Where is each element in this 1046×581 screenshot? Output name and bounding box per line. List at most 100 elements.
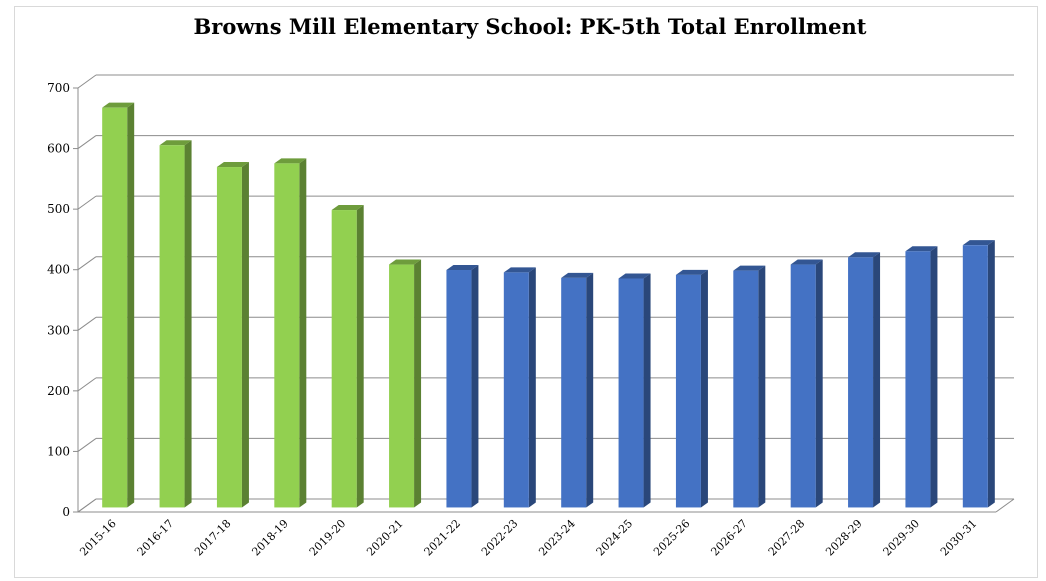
bar-top <box>561 272 594 278</box>
bar-side <box>815 259 823 508</box>
bar <box>389 259 422 508</box>
bar-top <box>733 265 766 271</box>
bar-side <box>127 102 135 508</box>
bar-front <box>618 278 644 508</box>
bar-front <box>561 277 587 508</box>
bar-side <box>356 205 364 508</box>
bar <box>905 246 938 508</box>
bar-top <box>905 246 938 252</box>
bar-side <box>643 273 651 508</box>
bar-front <box>733 270 759 508</box>
bar-side <box>873 252 881 508</box>
bar-top <box>331 205 364 211</box>
bar-side <box>414 259 422 508</box>
x-tick-label: 2026-27 <box>708 517 750 559</box>
chart-title: Browns Mill Elementary School: PK-5th To… <box>193 14 867 39</box>
bar <box>159 140 192 508</box>
bar-top <box>675 269 708 275</box>
bar-front <box>446 270 472 508</box>
bar-side <box>586 272 594 508</box>
bar-top <box>618 273 651 279</box>
bar-front <box>905 251 931 508</box>
bar-front <box>102 107 128 508</box>
bar-side <box>299 158 307 508</box>
bar <box>618 273 651 508</box>
bar-front <box>216 167 242 508</box>
bar-front <box>274 163 300 508</box>
gridline-depth <box>77 135 97 149</box>
bar <box>274 158 307 508</box>
bar-top <box>962 240 995 246</box>
bar-side <box>987 240 995 508</box>
bar-top <box>503 267 536 273</box>
bar-side <box>184 140 192 508</box>
bar-front <box>159 145 185 508</box>
bar-front <box>389 264 415 508</box>
bar-side <box>930 246 938 508</box>
bar-top <box>274 158 307 164</box>
bar-side <box>471 265 479 508</box>
gridline-depth <box>77 316 97 331</box>
bar <box>446 265 479 508</box>
bar-top <box>389 259 422 265</box>
gridline-depth <box>77 498 97 513</box>
bar-front <box>848 257 874 508</box>
bar-side <box>700 269 708 508</box>
bar <box>331 205 364 508</box>
bar-front <box>503 272 529 508</box>
x-tick-label: 2015-16 <box>77 517 119 559</box>
bar-side <box>241 162 249 508</box>
bar-top <box>446 265 479 271</box>
y-tick-label: 300 <box>47 323 70 337</box>
floor-right-edge <box>995 498 1015 513</box>
bar <box>790 259 823 508</box>
x-tick-label: 2017-18 <box>192 517 234 559</box>
x-tick-label: 2019-20 <box>307 517 349 559</box>
bar-top <box>790 259 823 265</box>
x-tick-label: 2018-19 <box>249 517 291 559</box>
x-axis-labels: 2015-16 2016-17 2017-18 2018-19 2019-20 2020-… <box>77 517 979 559</box>
gridlines <box>77 74 1015 513</box>
bar <box>733 265 766 508</box>
bar <box>102 102 135 508</box>
x-tick-label: 2030-31 <box>938 517 980 559</box>
bar <box>503 267 536 508</box>
bar-front <box>790 264 816 508</box>
gridline-depth <box>77 438 97 452</box>
gridline-depth <box>77 74 97 89</box>
bar-front <box>962 245 988 508</box>
bar-top <box>102 102 135 108</box>
bar-side <box>528 267 536 508</box>
y-tick-label: 500 <box>47 202 70 216</box>
x-tick-label: 2025-26 <box>651 517 693 559</box>
x-tick-label: 2022-23 <box>479 517 521 559</box>
x-tick-label: 2029-30 <box>881 517 923 559</box>
x-tick-label: 2020-21 <box>364 517 406 559</box>
y-axis: 0 100 200 300 400 500 600 700 <box>47 81 78 519</box>
gridline-depth <box>77 377 97 392</box>
bar-top <box>216 162 249 168</box>
bar-front <box>331 210 357 508</box>
x-tick-label: 2028-29 <box>823 517 865 559</box>
bar <box>848 252 881 508</box>
bar-front <box>675 274 701 508</box>
gridline-depth <box>77 195 97 210</box>
x-tick-label: 2024-25 <box>594 517 636 559</box>
bar-top <box>848 252 881 258</box>
y-tick-label: 700 <box>47 81 70 95</box>
bars <box>102 102 995 508</box>
bar <box>561 272 594 508</box>
y-tick-label: 100 <box>47 444 70 458</box>
x-tick-label: 2016-17 <box>135 517 177 559</box>
x-tick-label: 2027-28 <box>766 517 808 559</box>
gridline-depth <box>77 256 97 271</box>
x-tick-label: 2023-24 <box>536 517 578 559</box>
y-tick-label: 0 <box>62 505 70 519</box>
y-tick-label: 600 <box>47 142 70 156</box>
bar <box>962 240 995 508</box>
y-tick-label: 200 <box>47 384 70 398</box>
x-tick-label: 2021-22 <box>422 517 464 559</box>
bar-side <box>758 265 766 508</box>
bar <box>675 269 708 508</box>
